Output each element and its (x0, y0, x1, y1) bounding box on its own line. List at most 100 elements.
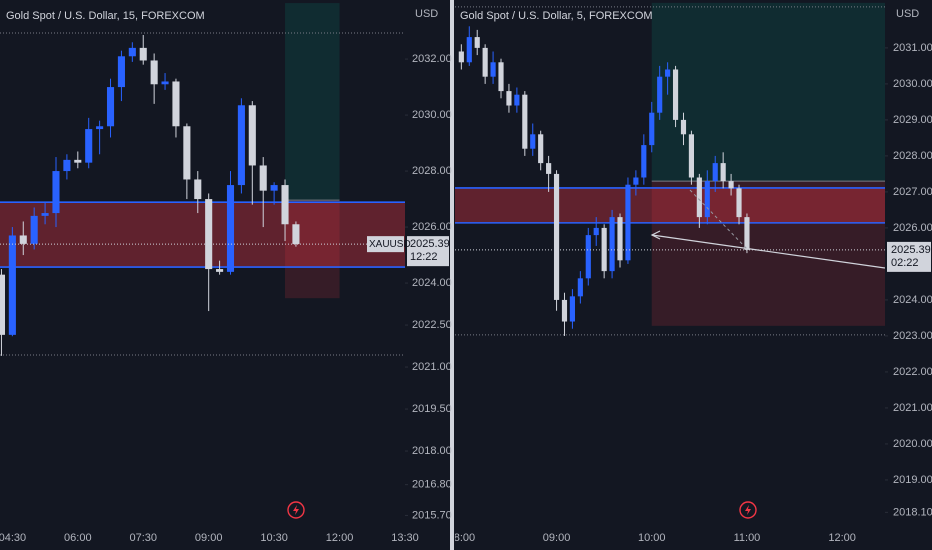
candle-body (0, 274, 5, 335)
plot-area (0, 3, 405, 356)
y-tick-label: 2029.00 (893, 114, 932, 126)
candle-body (625, 184, 631, 261)
candle-body (259, 165, 267, 191)
chart-title: Gold Spot / U.S. Dollar, 15, FOREXCOM (6, 10, 205, 22)
y-tick-label: 2019.00 (893, 474, 932, 486)
candle-body (561, 299, 568, 322)
candle-body (688, 134, 694, 178)
candle-body (74, 159, 82, 163)
x-tick-label: 09:00 (543, 532, 571, 544)
x-tick-label: 04:30 (0, 532, 26, 544)
candle-body (248, 105, 256, 166)
candle-body (649, 112, 655, 146)
candle-body (41, 213, 49, 216)
candle-body (96, 126, 104, 130)
candle-body (665, 69, 671, 77)
y-tick-label: 2021.00 (412, 361, 452, 373)
last-price-box (407, 236, 449, 267)
candle-body (641, 145, 647, 178)
candle-body (482, 47, 488, 77)
x-tick-label: 07:30 (129, 532, 157, 544)
candle-body (585, 235, 591, 279)
x-tick-label: 12:00 (828, 532, 856, 544)
y-tick-label: 2016.80 (412, 479, 452, 491)
candle-body (514, 94, 520, 106)
x-tick-label: 13:30 (391, 532, 419, 544)
x-tick-label: 09:00 (195, 532, 223, 544)
candle-body (538, 134, 544, 164)
level-zone (455, 187, 885, 223)
y-tick-label: 2020.00 (893, 438, 932, 450)
candle-body (458, 51, 464, 63)
candle-body (672, 69, 679, 120)
candle-body (498, 62, 504, 92)
y-tick-label: 2026.00 (893, 222, 932, 234)
candle-body (744, 217, 750, 250)
currency-label: USD (415, 8, 438, 20)
countdown-label: 02:22 (891, 257, 919, 269)
candle-body (281, 185, 289, 225)
panel-divider (450, 0, 454, 550)
candle-body (292, 224, 300, 245)
y-tick-label: 2023.00 (893, 330, 932, 342)
candle-body (704, 181, 710, 218)
y-tick-label: 2032.00 (412, 53, 452, 65)
y-tick-label: 2022.50 (412, 319, 452, 331)
candle-body (106, 87, 115, 127)
candle-body (237, 105, 245, 186)
y-tick-label: 2028.00 (893, 150, 932, 162)
chart-title: Gold Spot / U.S. Dollar, 5, FOREXCOM (460, 10, 653, 22)
y-tick-label: 2019.50 (412, 403, 452, 415)
y-tick-label: 2030.00 (412, 109, 452, 121)
candle-body (712, 163, 718, 182)
candle-body (52, 171, 60, 214)
x-axis: 04:30 06:00 07:30 09:00 10:30 12:00 13:30 (0, 532, 419, 544)
candle-body (546, 163, 552, 174)
candle-body (474, 37, 480, 48)
x-tick-label: 10:30 (260, 532, 288, 544)
candle-body (8, 235, 16, 335)
candle-body (633, 177, 639, 185)
lightning-icon[interactable] (739, 501, 757, 519)
x-tick-label: 11:00 (734, 532, 761, 544)
y-tick-label: 2027.00 (893, 186, 932, 198)
candle-body (720, 163, 726, 182)
candle-body (30, 215, 38, 244)
position-target-zone (285, 3, 340, 201)
x-tick-label: 12:00 (326, 532, 354, 544)
candle-body (226, 185, 235, 272)
symbol-tag (367, 236, 404, 253)
candle-body (569, 296, 575, 322)
trend-line-drawing (650, 189, 885, 269)
candle-body (128, 47, 136, 57)
candle-body (657, 76, 663, 113)
y-tick-label: 2021.00 (893, 402, 932, 414)
y-tick-label: 2030.00 (893, 78, 932, 90)
x-axis: 08:00 09:00 10:00 11:00 12:00 (448, 532, 856, 544)
candle-body (139, 47, 147, 61)
candle-body (19, 235, 27, 244)
chart-panel: 08:00 09:00 10:00 11:00 12:00 USD 2031.00 2030.… (448, 2, 932, 544)
candle-body (194, 179, 202, 200)
y-tick-label: 2024.00 (893, 294, 932, 306)
lightning-icon[interactable] (287, 501, 305, 519)
candle-body (680, 119, 687, 135)
candle-body (593, 227, 599, 236)
y-tick-label: 2022.00 (893, 366, 932, 378)
candle-body (609, 217, 615, 272)
plot-area (455, 2, 885, 336)
last-price-label: 2025.39 (410, 238, 450, 250)
candle-body (601, 227, 607, 272)
candle-body (205, 199, 213, 270)
level-zone (0, 202, 405, 268)
chart-panel: 04:30 06:00 07:30 09:00 10:30 12:00 13:30 USD 20… (0, 3, 452, 544)
x-tick-label: 08:00 (448, 532, 476, 544)
currency-label: USD (896, 8, 919, 20)
candle-body (150, 60, 158, 85)
candle-body (696, 177, 702, 218)
countdown-label: 12:22 (410, 251, 438, 263)
x-tick-label: 10:00 (638, 532, 666, 544)
y-tick-label: 2018.10 (893, 506, 932, 518)
